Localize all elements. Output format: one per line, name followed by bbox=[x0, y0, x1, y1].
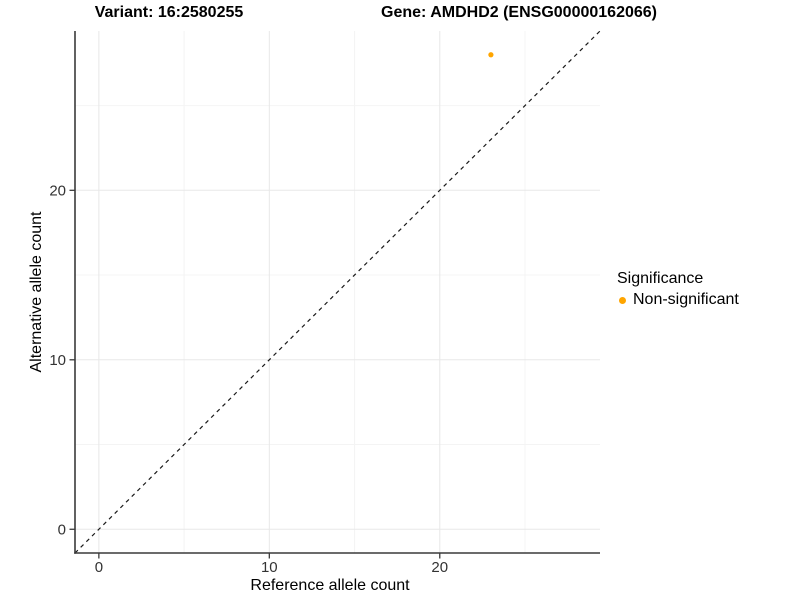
x-tick-label: 0 bbox=[95, 559, 103, 576]
x-axis-title: Reference allele count bbox=[250, 577, 410, 594]
identity-line bbox=[74, 30, 601, 554]
legend-key-point-icon bbox=[619, 296, 626, 304]
y-axis-title: Alternative allele count bbox=[28, 211, 45, 373]
y-tick-label: 10 bbox=[49, 352, 66, 369]
legend: Significance Non-significant bbox=[613, 270, 739, 309]
x-tick-label: 20 bbox=[431, 559, 448, 576]
legend-title: Significance bbox=[617, 270, 704, 287]
y-tick-label: 20 bbox=[49, 182, 66, 199]
x-tick-label: 10 bbox=[261, 559, 278, 576]
data-point-non-significant bbox=[488, 52, 494, 58]
plot-title-variant: Variant: 16:2580255 bbox=[94, 4, 244, 21]
legend-item-label: Non-significant bbox=[633, 291, 739, 308]
y-tick-label: 0 bbox=[58, 521, 66, 538]
legend-item-non-significant: Non-significant bbox=[613, 291, 739, 309]
plot-title-gene: Gene: AMDHD2 (ENSG00000162066) bbox=[381, 4, 657, 21]
